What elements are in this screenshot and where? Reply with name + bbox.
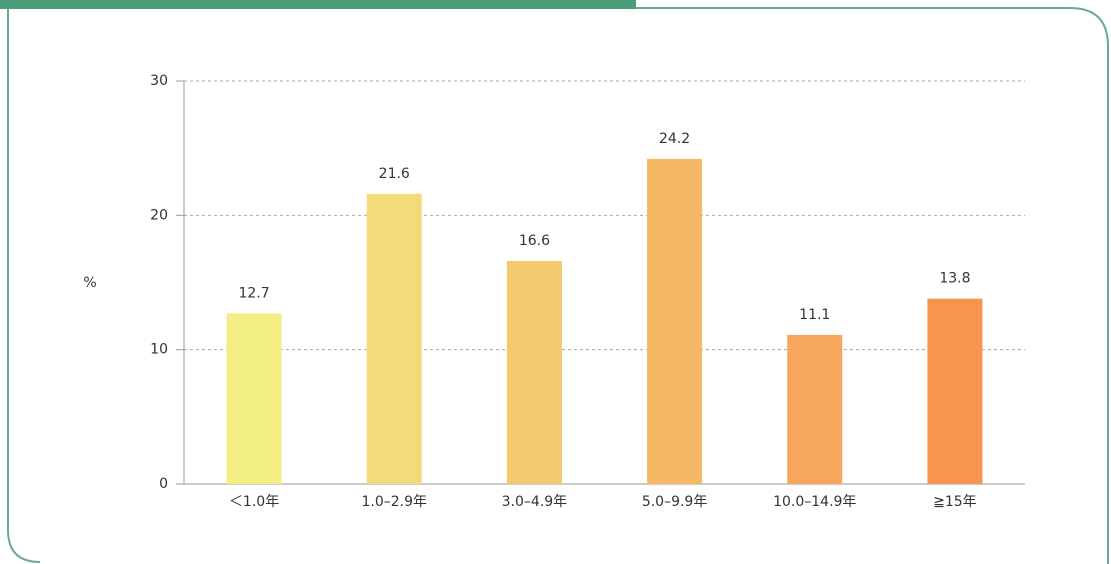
x-tick-label: 10.0–14.9年	[773, 494, 856, 510]
y-tick-label: 0	[159, 476, 168, 492]
bar	[366, 193, 422, 484]
value-label: 12.7	[238, 285, 269, 301]
x-tick-label: ≧15年	[933, 494, 977, 510]
bar	[647, 158, 703, 484]
bar	[787, 334, 843, 484]
y-axis-label: %	[83, 275, 96, 291]
y-tick-label: 20	[150, 207, 168, 223]
bar	[506, 261, 562, 484]
x-tick-label: ＜1.0年	[229, 494, 279, 510]
bar	[927, 298, 983, 484]
value-label: 11.1	[799, 307, 830, 323]
y-tick-label: 30	[150, 73, 168, 89]
y-tick-label: 10	[150, 342, 168, 358]
x-tick-label: 1.0–2.9年	[361, 494, 427, 510]
value-label: 13.8	[939, 271, 970, 287]
header-bar	[0, 0, 636, 9]
value-label: 16.6	[519, 233, 550, 249]
frame	[7, 7, 1109, 564]
x-tick-label: 5.0–9.9年	[642, 494, 708, 510]
x-tick-label: 3.0–4.9年	[502, 494, 568, 510]
value-label: 21.6	[379, 166, 410, 182]
bar	[226, 313, 282, 484]
value-label: 24.2	[659, 131, 690, 147]
